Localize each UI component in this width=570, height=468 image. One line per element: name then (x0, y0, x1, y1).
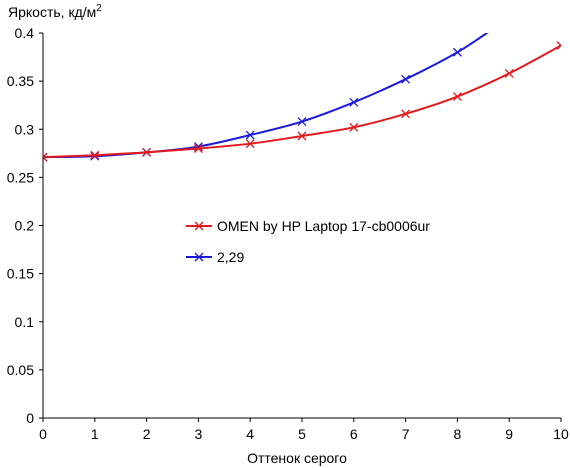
data-point-marker (245, 139, 255, 149)
y-tick-label: 0.1 (15, 314, 35, 330)
data-point-marker (349, 97, 359, 107)
data-point-marker (452, 92, 462, 101)
data-point-marker (504, 68, 514, 78)
y-axis-ticks: 0 0.05 0.1 0.15 0.2 0.25 0.3 0.35 0.4 (7, 25, 43, 426)
legend-label: OMEN by HP Laptop 17-cb0006ur (217, 218, 430, 234)
x-axis-title: Оттенок серого (247, 450, 347, 466)
legend-marker (194, 221, 204, 231)
data-point-marker (43, 152, 48, 162)
x-tick-label: 4 (246, 426, 254, 442)
series-layer (43, 33, 561, 162)
data-point-marker (349, 122, 359, 132)
x-tick-label: 5 (298, 426, 306, 442)
data-point-marker (401, 109, 411, 119)
series-line-1 (43, 33, 489, 159)
x-tick-label: 3 (195, 426, 203, 442)
data-point-marker (452, 47, 462, 57)
data-point-marker (245, 130, 255, 140)
y-tick-label: 0 (26, 410, 34, 426)
data-point-marker (297, 117, 307, 127)
data-point-marker (401, 74, 411, 84)
x-tick-label: 2 (143, 426, 151, 442)
x-tick-label: 9 (505, 426, 513, 442)
data-point-marker (90, 150, 100, 160)
x-tick-label: 7 (402, 426, 410, 442)
y-axis-title: Яркость, кд/м2 (8, 3, 102, 20)
x-tick-label: 8 (454, 426, 462, 442)
y-tick-label: 0.35 (7, 73, 34, 89)
data-point-marker (556, 41, 561, 50)
x-tick-label: 0 (39, 426, 47, 442)
y-tick-label: 0.25 (7, 169, 34, 185)
data-point-marker (297, 131, 307, 141)
y-tick-label: 0.3 (15, 121, 35, 137)
legend-label: 2,29 (217, 249, 244, 265)
x-axis-ticks: 0 1 2 3 4 5 6 7 8 9 10 (39, 418, 569, 442)
y-tick-label: 0.2 (15, 218, 35, 234)
legend-marker (194, 252, 204, 262)
y-tick-label: 0.4 (15, 25, 35, 41)
data-point-marker (193, 144, 203, 153)
y-tick-label: 0.15 (7, 266, 34, 282)
legend: OMEN by HP Laptop 17-cb0006ur 2,29 (186, 218, 430, 265)
data-point-marker (142, 147, 152, 157)
x-tick-label: 10 (553, 426, 569, 442)
y-tick-label: 0.05 (7, 362, 34, 378)
series-line-0 (43, 44, 561, 159)
x-tick-label: 1 (91, 426, 99, 442)
x-tick-label: 6 (350, 426, 358, 442)
